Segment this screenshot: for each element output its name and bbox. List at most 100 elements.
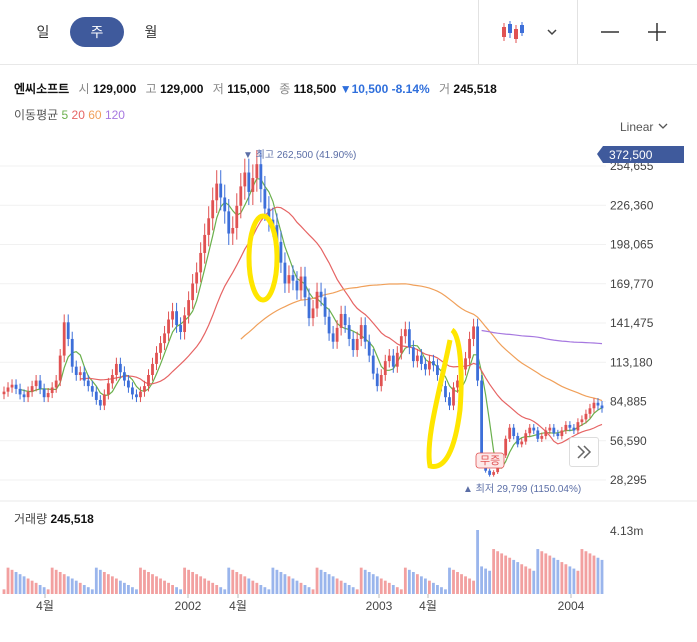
volume-bar <box>251 580 255 594</box>
candle-body <box>299 276 303 291</box>
candle-body <box>428 361 431 370</box>
candle-body <box>30 386 34 392</box>
volume-bar <box>415 574 419 594</box>
volume-bar <box>179 589 182 594</box>
zoom-in-icon[interactable] <box>643 18 671 46</box>
candle-body <box>2 391 6 395</box>
candle-body <box>432 361 435 366</box>
candle-body <box>66 322 70 339</box>
scroll-right-button[interactable] <box>569 437 599 467</box>
candle-body <box>131 387 134 395</box>
volume-bar <box>524 566 528 594</box>
volume-bar <box>359 567 363 594</box>
volume-bar <box>472 580 475 594</box>
candle-body <box>468 338 471 359</box>
volume-bar <box>395 587 399 594</box>
candle-body <box>391 355 395 367</box>
volume-bar <box>379 578 383 594</box>
volume-bar <box>167 582 170 594</box>
candle-body <box>544 430 548 437</box>
volume-bar <box>375 576 379 594</box>
volume-bar <box>287 576 291 594</box>
volume-bar <box>110 576 114 594</box>
volume-bar <box>199 576 203 594</box>
candle-body <box>179 325 182 333</box>
volume-bar <box>460 574 463 594</box>
event-badge: 무증 <box>475 452 505 469</box>
volume-bar <box>275 569 279 594</box>
volume-bar <box>588 553 592 594</box>
candle-body <box>407 329 411 348</box>
candle-body <box>86 380 90 387</box>
volume-bar <box>247 578 251 594</box>
y-tick-label: 28,295 <box>610 473 647 487</box>
moving-average-legend[interactable]: 이동평균 5 20 60 120 <box>14 106 125 123</box>
candle-body <box>395 352 399 367</box>
toolbar-divider <box>478 0 479 64</box>
candle-body <box>243 172 247 187</box>
ma-line-20 <box>80 206 603 445</box>
volume-bar <box>102 571 106 594</box>
candle-body <box>219 183 223 198</box>
candle-body <box>335 327 339 342</box>
candle-body <box>548 427 552 431</box>
volume-bar <box>267 589 271 594</box>
candle-body <box>143 386 146 392</box>
volume-bar <box>496 551 500 594</box>
candle-body <box>42 388 46 398</box>
candle-body <box>259 164 263 190</box>
volume-bar <box>419 576 423 594</box>
candle-body <box>275 225 279 242</box>
x-tick-label: 4월 <box>419 599 437 613</box>
volume-bar <box>22 576 26 594</box>
toolbar-divider <box>577 0 578 64</box>
candle-body <box>22 394 26 398</box>
tab-monthly[interactable]: 월 <box>144 24 158 40</box>
candle-body <box>500 455 504 467</box>
volume-bar <box>259 585 263 594</box>
volume-bar <box>407 569 411 594</box>
candle-body <box>70 338 74 367</box>
candle-body <box>339 313 343 328</box>
volume-bar <box>347 585 351 594</box>
volume-bar <box>568 566 572 594</box>
candle-body <box>472 326 475 339</box>
moving-average-lines <box>19 177 603 469</box>
candle-body <box>279 241 283 263</box>
candle-body <box>440 375 443 387</box>
ma-line-60 <box>240 283 603 402</box>
candle-body <box>251 178 255 192</box>
scale-selector[interactable]: Linear <box>620 120 669 134</box>
zoom-out-icon[interactable] <box>596 18 624 46</box>
volume-bar <box>307 587 311 594</box>
candlestick-series <box>2 149 604 477</box>
candle-body <box>540 436 544 439</box>
open-label: 시 <box>78 82 90 96</box>
candle-body <box>307 297 311 319</box>
tab-daily[interactable]: 일 <box>36 24 50 40</box>
volume-bar <box>295 580 299 594</box>
candle-body <box>476 326 479 381</box>
candle-body <box>600 405 604 409</box>
volume-bar <box>432 582 435 594</box>
tab-weekly[interactable]: 주 <box>70 17 124 47</box>
candle-body <box>411 347 415 362</box>
volume-bar <box>351 587 355 594</box>
volume-bar <box>263 587 267 594</box>
volume-bar <box>10 569 14 594</box>
candle-body <box>508 427 512 439</box>
candlestick-chart-type-icon[interactable] <box>498 18 526 46</box>
candle-body <box>191 283 195 301</box>
candle-body <box>464 358 467 370</box>
candle-body <box>383 361 387 376</box>
candle-body <box>448 397 451 406</box>
ma-20: 20 <box>71 108 85 122</box>
y-tick-label: 56,590 <box>610 434 647 448</box>
volume-bar <box>123 582 126 594</box>
candle-body <box>175 311 178 326</box>
volume-bar <box>560 562 564 594</box>
volume-bar <box>187 569 191 594</box>
candle-body <box>488 470 492 475</box>
volume-bar <box>327 574 331 594</box>
chevron-down-icon[interactable] <box>542 18 570 46</box>
